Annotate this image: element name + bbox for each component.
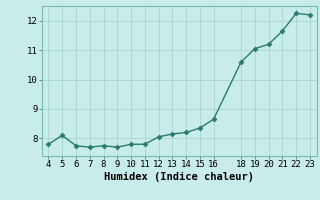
X-axis label: Humidex (Indice chaleur): Humidex (Indice chaleur) [104, 172, 254, 182]
